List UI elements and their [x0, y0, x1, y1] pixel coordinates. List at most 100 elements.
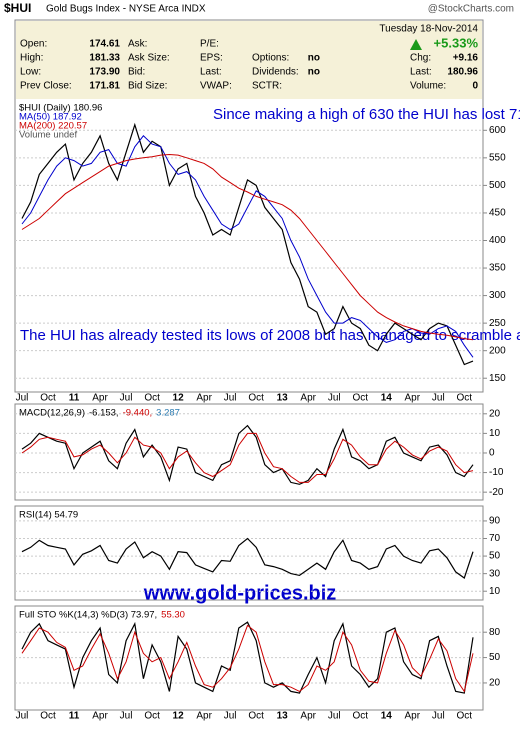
x-tick-label: Jul: [224, 711, 237, 722]
legend-entry: 3.287: [156, 408, 180, 419]
rsi-panel: [14, 505, 484, 601]
x-tick-label: Apr: [300, 711, 316, 722]
y-tick-label: 80: [489, 627, 501, 638]
legend-entry: MACD(12,26,9): [19, 408, 85, 419]
annotation-text: Since making a high of 630 the HUI has l…: [213, 106, 520, 123]
info-label: VWAP:: [200, 81, 232, 92]
x-tick-label: Apr: [92, 711, 108, 722]
info-value: 180.96: [447, 67, 478, 78]
info-table: Open: 174.61 Ask: P/E: +5.33% High: 181.33 Ask …: [20, 35, 478, 91]
legend-entry: Full STO %K(14,3) %D(3) 73.97,: [19, 610, 157, 621]
info-label: Ask Size:: [128, 53, 170, 64]
x-tick-label: Jul: [16, 393, 29, 404]
legend-entry: -6.153,: [89, 408, 119, 419]
info-label: Dividends:: [252, 67, 299, 78]
y-tick-label: 50: [489, 652, 501, 663]
info-label: SCTR:: [252, 81, 282, 92]
y-tick-label: 20: [489, 408, 501, 419]
x-tick-label: Apr: [405, 711, 421, 722]
x-tick-label: Apr: [405, 393, 421, 404]
x-tick-label: Oct: [144, 393, 160, 404]
info-value: no: [308, 67, 320, 78]
legend-entry: RSI(14) 54.79: [19, 510, 78, 521]
y-tick-label: 200: [489, 345, 506, 356]
y-tick-label: 90: [489, 516, 501, 527]
x-tick-label: 13: [277, 711, 289, 722]
legend-entry: $HUI (Daily) 180.96: [19, 103, 102, 114]
info-label: Bid Size:: [128, 81, 167, 92]
info-label: Chg:: [410, 53, 431, 64]
y-tick-label: 70: [489, 533, 501, 544]
y-tick-label: -10: [489, 467, 504, 478]
y-tick-label: 10: [489, 586, 501, 597]
macd-panel: [14, 403, 484, 501]
legend-entry: -9.440,: [123, 408, 153, 419]
y-tick-label: 0: [489, 448, 495, 459]
info-box: [16, 21, 482, 99]
x-tick-label: Oct: [144, 711, 160, 722]
x-tick-label: Jul: [16, 711, 29, 722]
y-tick-label: 450: [489, 208, 506, 219]
y-tick-label: 550: [489, 152, 506, 163]
info-label: Volume:: [410, 81, 446, 92]
x-tick-label: Jul: [120, 711, 133, 722]
info-value: 181.33: [89, 53, 120, 64]
x-tick-label: 14: [381, 711, 393, 722]
info-label: Options:: [252, 53, 289, 64]
y-tick-label: 10: [489, 428, 501, 439]
info-label: Bid:: [128, 67, 145, 78]
series-line: [21, 122, 474, 366]
series-line: [21, 135, 474, 358]
y-tick-label: 150: [489, 373, 506, 384]
series-line: [21, 153, 474, 341]
series-line: [21, 537, 474, 579]
info-value: +5.33%: [434, 35, 479, 50]
symbol: $HUI: [4, 1, 31, 15]
x-tick-label: Jul: [432, 393, 445, 404]
info-label: Low:: [20, 67, 41, 78]
x-tick-label: Apr: [196, 711, 212, 722]
y-tick-label: 50: [489, 551, 501, 562]
x-tick-label: Apr: [300, 393, 316, 404]
legend-entry: 55.30: [161, 610, 185, 621]
x-tick-label: 13: [277, 393, 289, 404]
x-tick-label: Jul: [328, 711, 341, 722]
y-tick-label: 300: [489, 290, 506, 301]
series-line: [21, 621, 474, 694]
x-tick-label: Apr: [196, 393, 212, 404]
x-tick-label: Oct: [248, 711, 264, 722]
x-tick-label: Apr: [92, 393, 108, 404]
date: Tuesday 18-Nov-2014: [379, 24, 478, 35]
info-label: Ask:: [128, 39, 147, 50]
y-tick-label: 600: [489, 125, 506, 136]
source: @StockCharts.com: [428, 4, 514, 15]
series-line: [21, 424, 474, 485]
series-line: [21, 432, 474, 483]
x-tick-label: Oct: [352, 711, 368, 722]
info-value: 171.81: [89, 81, 120, 92]
series-line: [21, 624, 474, 693]
y-tick-label: -20: [489, 487, 504, 498]
info-label: Prev Close:: [20, 81, 72, 92]
info-value: +9.16: [453, 53, 479, 64]
y-tick-label: 350: [489, 263, 506, 274]
info-label: EPS:: [200, 53, 223, 64]
y-tick-label: 400: [489, 235, 506, 246]
annotation: Since making a high of 630 the HUI has l…: [213, 106, 520, 123]
x-tick-label: 12: [173, 393, 185, 404]
x-tick-label: Jul: [120, 393, 133, 404]
x-tick-label: Jul: [432, 711, 445, 722]
legend-entry: Volume undef: [19, 130, 77, 141]
x-tick-label: Oct: [457, 711, 473, 722]
x-tick-label: Jul: [328, 393, 341, 404]
watermark: www.gold-prices.biz: [143, 582, 337, 604]
x-tick-label: Oct: [40, 393, 56, 404]
y-tick-label: 500: [489, 180, 506, 191]
x-tick-label: 14: [381, 393, 393, 404]
x-tick-label: Oct: [248, 393, 264, 404]
x-tick-label: Oct: [457, 393, 473, 404]
info-label: Open:: [20, 39, 47, 50]
up-arrow: [410, 39, 422, 50]
